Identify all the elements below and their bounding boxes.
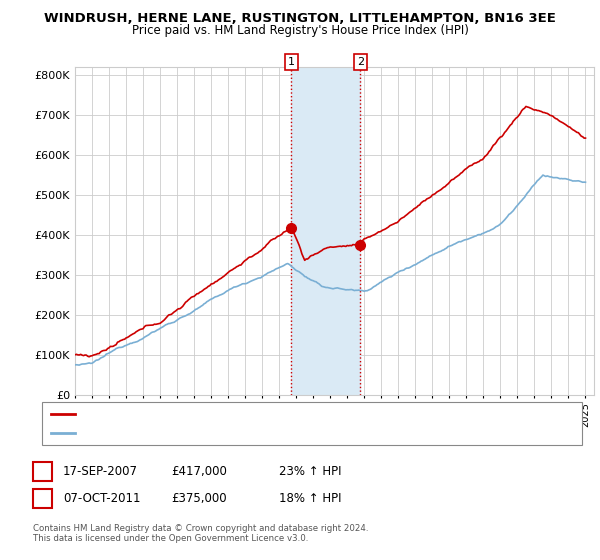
Text: 2: 2 — [39, 492, 46, 505]
Text: Contains HM Land Registry data © Crown copyright and database right 2024.
This d: Contains HM Land Registry data © Crown c… — [33, 524, 368, 543]
Text: 17-SEP-2007: 17-SEP-2007 — [63, 465, 138, 478]
Text: 23% ↑ HPI: 23% ↑ HPI — [279, 465, 341, 478]
Text: 2: 2 — [357, 57, 364, 67]
Text: £417,000: £417,000 — [171, 465, 227, 478]
Text: WINDRUSH, HERNE LANE, RUSTINGTON, LITTLEHAMPTON, BN16 3EE (detached house): WINDRUSH, HERNE LANE, RUSTINGTON, LITTLE… — [79, 409, 512, 419]
Text: 18% ↑ HPI: 18% ↑ HPI — [279, 492, 341, 505]
Text: £375,000: £375,000 — [171, 492, 227, 505]
Text: 1: 1 — [288, 57, 295, 67]
Text: 1: 1 — [39, 465, 46, 478]
Text: HPI: Average price, detached house, Arun: HPI: Average price, detached house, Arun — [79, 428, 287, 438]
Text: Price paid vs. HM Land Registry's House Price Index (HPI): Price paid vs. HM Land Registry's House … — [131, 24, 469, 36]
Text: 07-OCT-2011: 07-OCT-2011 — [63, 492, 140, 505]
Text: WINDRUSH, HERNE LANE, RUSTINGTON, LITTLEHAMPTON, BN16 3EE: WINDRUSH, HERNE LANE, RUSTINGTON, LITTLE… — [44, 12, 556, 25]
Bar — [292, 67, 361, 395]
